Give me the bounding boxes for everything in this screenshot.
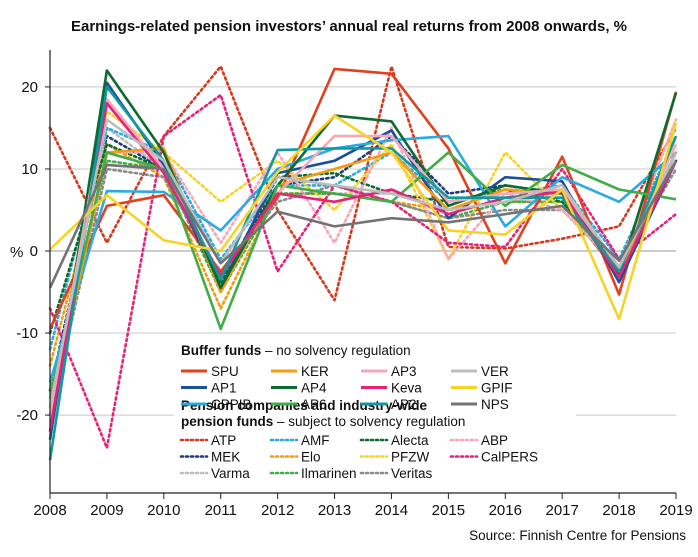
y-tick-label: 20 (21, 79, 38, 96)
legend-title-bold: pension funds (181, 414, 273, 429)
x-tick-label: 2014 (375, 502, 408, 519)
x-tick-label: 2015 (432, 502, 465, 519)
legend-label-ver: VER (481, 364, 509, 379)
legend: Buffer funds – no solvency regulation Pen… (174, 340, 576, 485)
x-tick-label: 2013 (318, 502, 351, 519)
series-line-ver (48, 118, 678, 408)
legend-group-title-buffer: Buffer funds – no solvency regulation (181, 343, 411, 358)
legend-label-varma: Varma (211, 466, 250, 481)
series-line-spu (48, 67, 678, 330)
legend-label-elo: Elo (301, 450, 321, 465)
x-tick-label: 2008 (33, 502, 66, 519)
legend-label-alecta: Alecta (391, 433, 429, 448)
series-line-calpers (48, 93, 678, 450)
legend-group-title-solvency: Pension companies and industry-wide (181, 398, 428, 413)
legend-title-rest: – no solvency regulation (261, 343, 410, 358)
legend-label-veritas: Veritas (391, 466, 433, 481)
series-line-alecta (48, 143, 678, 335)
legend-label-cppib: CPPIB (211, 397, 252, 412)
series-line-ap3 (48, 97, 678, 416)
y-axis-label: % (10, 244, 23, 261)
source-note: Source: Finnish Centre for Pensions (469, 528, 686, 543)
legend-title-bold: Buffer funds (181, 343, 261, 358)
y-tick-label: -10 (16, 325, 38, 342)
legend-label-amf: AMF (301, 433, 330, 448)
legend-label-keva: Keva (391, 381, 422, 396)
legend-label-pfzw: PFZW (391, 450, 429, 465)
chart-title: Earnings-related pension investors’ annu… (71, 18, 627, 35)
x-tick-label: 2017 (545, 502, 578, 519)
series-line-nps (48, 160, 678, 289)
legend-label-gpif: GPIF (481, 381, 513, 396)
legend-background (174, 396, 400, 434)
x-tick-label: 2016 (489, 502, 522, 519)
legend-label-ap2: AP2 (391, 397, 417, 412)
legend-label-mek: MEK (211, 450, 240, 465)
x-tick-label: 2009 (90, 502, 123, 519)
legend-label-spu: SPU (211, 364, 239, 379)
axis-layer: 2008 2009 2010 2011 2012 2013 2014 2015 2016 2017… (16, 50, 693, 519)
series-line-keva (48, 102, 678, 432)
x-tick-label: 2018 (602, 502, 635, 519)
x-tick-label: 2012 (261, 502, 294, 519)
legend-label-abp: ABP (481, 433, 508, 448)
x-tick-label: 2011 (205, 502, 237, 519)
legend-label-ker: KER (301, 364, 329, 379)
series-line-cppib (48, 134, 677, 383)
y-tick-label: 10 (21, 161, 38, 178)
legend-label-ap3: AP3 (391, 364, 417, 379)
y-tick-label: -20 (16, 407, 38, 424)
legend-label-ap6: AP6 (301, 397, 327, 412)
legend-label-nps: NPS (481, 397, 509, 412)
legend-label-atp: ATP (211, 433, 236, 448)
legend-label-ap4: AP4 (301, 381, 327, 396)
legend-title-rest: – subject to solvency regulation (273, 414, 465, 429)
x-tick-label: 2019 (659, 502, 692, 519)
x-tick-label: 2010 (147, 502, 180, 519)
series-line-gpif (49, 114, 678, 321)
y-tick-label: 0 (30, 243, 38, 260)
series-layer (48, 65, 678, 461)
legend-label-ilmarinen: Ilmarinen (301, 466, 357, 481)
legend-label-ap1: AP1 (211, 381, 237, 396)
legend-group-title-solvency-2: pension funds – subject to solvency regu… (181, 414, 465, 429)
series-line-ap6 (48, 151, 677, 399)
legend-label-calpers: CalPERS (481, 450, 538, 465)
